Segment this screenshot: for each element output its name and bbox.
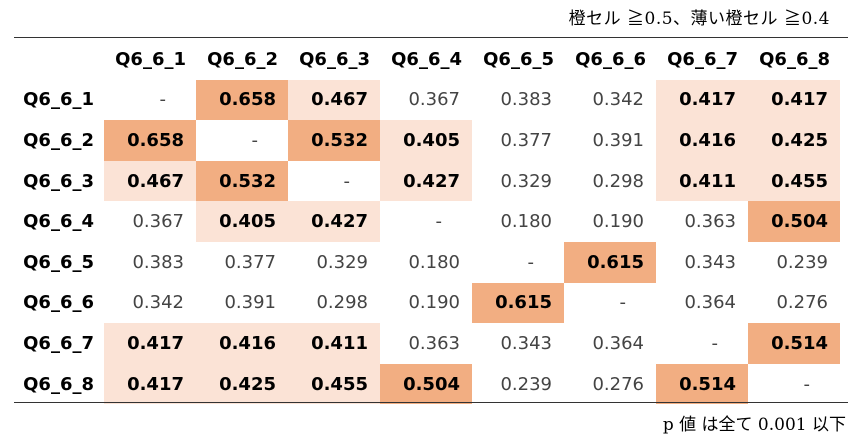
- correlation-cell: 0.276: [592, 373, 644, 395]
- table-row: Q6_6_3 0.467 0.532 - 0.427 0.329 0.298 0.411 0.4…: [14, 160, 840, 202]
- column-header: Q6_6_4: [391, 48, 462, 70]
- correlation-cell: 0.532: [196, 160, 288, 202]
- row-header: Q6_6_6: [23, 292, 94, 314]
- correlation-cell: 0.391: [224, 292, 276, 314]
- correlation-cell: 0.363: [408, 332, 460, 354]
- correlation-cell: 0.239: [500, 373, 552, 395]
- correlation-cell: 0.190: [592, 211, 644, 233]
- correlation-table: Q6_6_1 Q6_6_2 Q6_6_3 Q6_6_4 Q6_6_5 Q6_6_…: [14, 39, 840, 405]
- correlation-cell: 0.239: [776, 251, 828, 273]
- column-header: Q6_6_6: [575, 48, 646, 70]
- correlation-cell: 0.658: [196, 79, 288, 121]
- correlation-cell: 0.416: [656, 120, 748, 161]
- correlation-cell: 0.504: [380, 363, 472, 405]
- correlation-cell: 0.455: [748, 160, 840, 202]
- correlation-cell: 0.363: [684, 211, 736, 233]
- correlation-cell: 0.276: [776, 292, 828, 314]
- header-row: Q6_6_1 Q6_6_2 Q6_6_3 Q6_6_4 Q6_6_5 Q6_6_…: [14, 39, 840, 80]
- correlation-cell: 0.532: [288, 120, 380, 161]
- row-header: Q6_6_4: [23, 211, 94, 233]
- correlation-cell: 0.658: [104, 120, 196, 161]
- correlation-cell: -: [159, 89, 167, 111]
- correlation-cell: -: [435, 211, 443, 233]
- correlation-cell: 0.367: [408, 89, 460, 111]
- correlation-cell: 0.417: [748, 79, 840, 121]
- correlation-cell: 0.180: [500, 211, 552, 233]
- correlation-cell: 0.343: [500, 332, 552, 354]
- correlation-cell: 0.417: [104, 363, 196, 405]
- correlation-cell: 0.364: [592, 332, 644, 354]
- correlation-cell: 0.405: [380, 120, 472, 161]
- corner-cell: [14, 39, 104, 80]
- correlation-cell: -: [343, 170, 351, 192]
- correlation-cell: 0.329: [500, 170, 552, 192]
- correlation-cell: 0.416: [196, 323, 288, 364]
- legend-text: 橙セル ≧0.5、薄い橙セル ≧0.4: [568, 9, 830, 29]
- correlation-cell: 0.180: [408, 251, 460, 273]
- correlation-cell: -: [251, 129, 259, 151]
- table-row: Q6_6_6 0.342 0.391 0.298 0.190 0.615 - 0.364 0.2…: [14, 282, 840, 324]
- correlation-cell: 0.298: [592, 170, 644, 192]
- correlation-cell: 0.391: [592, 129, 644, 151]
- column-header: Q6_6_3: [299, 48, 370, 70]
- correlation-cell: 0.377: [500, 129, 552, 151]
- correlation-cell: 0.514: [748, 323, 840, 364]
- correlation-cell: 0.411: [288, 323, 380, 364]
- row-header: Q6_6_8: [23, 373, 94, 395]
- correlation-cell: 0.383: [500, 89, 552, 111]
- column-header: Q6_6_8: [759, 48, 830, 70]
- table-row: Q6_6_2 0.658 - 0.532 0.405 0.377 0.391 0.416 0.4…: [14, 120, 840, 161]
- correlation-cell: 0.417: [104, 323, 196, 364]
- correlation-cell: 0.405: [196, 201, 288, 242]
- table-row: Q6_6_7 0.417 0.416 0.411 0.363 0.343 0.364 - 0.5…: [14, 323, 840, 364]
- correlation-cell: -: [619, 292, 627, 314]
- correlation-cell: 0.377: [224, 251, 276, 273]
- table-row: Q6_6_8 0.417 0.425 0.455 0.504 0.239 0.276 0.51…: [14, 363, 840, 405]
- row-header: Q6_6_5: [23, 251, 94, 273]
- table-row: Q6_6_5 0.383 0.377 0.329 0.180 - 0.615 0.343 0.2…: [14, 241, 840, 283]
- correlation-cell: 0.298: [316, 292, 368, 314]
- correlation-cell: 0.615: [472, 282, 564, 324]
- correlation-cell: 0.190: [408, 292, 460, 314]
- correlation-cell: 0.467: [104, 160, 196, 202]
- correlation-cell: -: [527, 251, 535, 273]
- correlation-cell: -: [711, 332, 719, 354]
- correlation-cell: 0.383: [132, 251, 184, 273]
- correlation-cell: 0.504: [748, 201, 840, 242]
- column-header: Q6_6_5: [483, 48, 554, 70]
- row-header: Q6_6_1: [23, 89, 94, 111]
- correlation-cell: 0.411: [656, 160, 748, 202]
- correlation-cell: 0.342: [592, 89, 644, 111]
- row-header: Q6_6_7: [23, 332, 94, 354]
- table-row: Q6_6_4 0.367 0.405 0.427 - 0.180 0.190 0.363 0.5…: [14, 201, 840, 242]
- correlation-cell: 0.615: [564, 241, 656, 283]
- footnote-text: p 値 は全て 0.001 以下: [662, 415, 846, 435]
- correlation-cell: 0.425: [748, 120, 840, 161]
- correlation-cell: 0.364: [684, 292, 736, 314]
- table-row: Q6_6_1 - 0.658 0.467 0.367 0.383 0.342 0.417 0.4…: [14, 79, 840, 121]
- column-header: Q6_6_1: [115, 48, 186, 70]
- correlation-cell: 0.455: [288, 363, 380, 405]
- correlation-cell: 0.514: [656, 363, 748, 405]
- correlation-cell: 0.427: [380, 160, 472, 202]
- row-header: Q6_6_2: [23, 129, 94, 151]
- correlation-cell: 0.343: [684, 251, 736, 273]
- correlation-cell: 0.342: [132, 292, 184, 314]
- correlation-cell: 0.467: [288, 79, 380, 121]
- correlation-cell: 0.425: [196, 363, 288, 405]
- table-bottom-rule: [14, 402, 848, 403]
- correlation-cell: 0.427: [288, 201, 380, 242]
- column-header: Q6_6_2: [207, 48, 278, 70]
- row-header: Q6_6_3: [23, 170, 94, 192]
- correlation-cell: 0.367: [132, 211, 184, 233]
- table-top-rule: [14, 37, 848, 38]
- column-header: Q6_6_7: [667, 48, 738, 70]
- correlation-cell: 0.329: [316, 251, 368, 273]
- correlation-cell: 0.417: [656, 79, 748, 121]
- correlation-cell: -: [803, 373, 811, 395]
